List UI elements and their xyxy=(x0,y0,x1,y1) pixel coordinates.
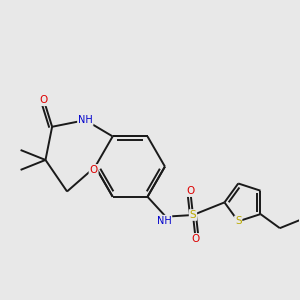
Text: O: O xyxy=(186,186,194,196)
Text: NH: NH xyxy=(78,115,93,125)
Text: S: S xyxy=(190,210,196,220)
Text: O: O xyxy=(40,95,48,105)
Text: O: O xyxy=(89,165,98,175)
Text: S: S xyxy=(235,216,242,226)
Text: NH: NH xyxy=(157,216,172,226)
Text: O: O xyxy=(191,234,200,244)
